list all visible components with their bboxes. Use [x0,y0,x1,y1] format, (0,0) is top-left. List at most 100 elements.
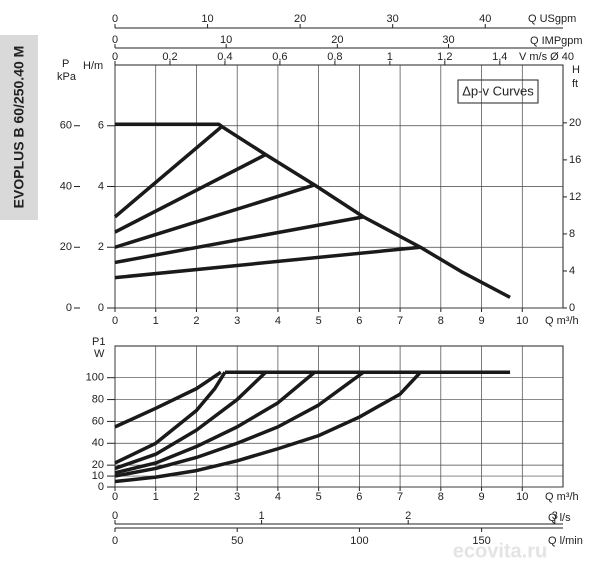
y-tick-label: 4 [569,265,575,277]
x-tick-label: 0 [112,13,118,25]
x-tick-label: 50 [231,535,243,547]
x-tick-label: 30 [442,34,454,46]
x-tick-label: 0 [112,315,118,327]
curve [114,370,316,475]
y-axis-title: H [572,64,580,76]
y-tick-label: 60 [60,120,72,132]
y-axis-title: P [62,58,69,70]
y-tick-label: 60 [92,415,104,427]
curve [113,125,223,219]
x-tick-label: 0,6 [272,51,287,63]
annotation-box [457,79,539,104]
curve [114,370,365,478]
x-tick-label: 3 [552,510,558,522]
y-axis-title: P1 [92,336,105,348]
annotation: Δp-v Curves [462,83,534,98]
curve [114,153,267,234]
x-tick-label: 8 [438,491,444,503]
x-tick-label: 7 [397,491,403,503]
y-tick-label: 20 [60,241,72,253]
x-tick-label: 0 [112,51,118,63]
x-tick-label: 9 [478,315,484,327]
x-tick-label: 1 [153,315,159,327]
curve [114,215,364,265]
x-tick-label: 1 [387,51,393,63]
x-tick-label: 5 [316,491,322,503]
x-axis-title: Q l/s [548,512,571,524]
x-tick-label: 9 [478,491,484,503]
x-tick-label: 100 [350,535,368,547]
x-tick-label: 1 [259,510,265,522]
curve [114,371,227,465]
side-title: EVOPLUS B 60/250.40 M [11,46,27,209]
x-tick-label: 1 [153,491,159,503]
x-tick-label: 20 [294,13,306,25]
watermark: ecovita.ru [453,540,547,562]
x-tick-label: 8 [438,315,444,327]
y-axis-title: H/m [83,60,103,72]
curve [114,370,267,471]
x-tick-label: 10 [516,491,528,503]
x-tick-label: 40 [479,13,491,25]
y-axis-unit: W [94,348,105,360]
curve [114,370,222,429]
y-tick-label: 0 [569,302,575,314]
y-tick-label: 0 [98,302,104,314]
x-tick-label: 150 [472,535,490,547]
y-tick-label: 4 [98,180,104,192]
y-tick-label: 100 [86,372,104,384]
x-tick-label: 5 [316,315,322,327]
x-axis-title: Q l/min [548,535,583,547]
y-tick-label: 12 [569,191,581,203]
x-tick-label: 0 [112,535,118,547]
y-tick-label: 20 [92,459,104,471]
y-axis-unit: ft [572,78,578,90]
x-tick-label: 1,4 [492,51,507,63]
x-tick-label: 2 [193,315,199,327]
x-tick-label: 0 [112,491,118,503]
y-tick-label: 40 [60,180,72,192]
x-tick-label: 20 [331,34,343,46]
x-axis-title: Q USgpm [528,13,576,25]
x-axis-title: V m/s Ø 40 [519,51,574,63]
y-tick-label: 20 [569,117,581,129]
x-tick-label: 0,4 [217,51,232,63]
y-tick-label: 10 [92,470,104,482]
x-tick-label: 3 [234,491,240,503]
x-tick-label: 10 [220,34,232,46]
x-tick-label: 7 [397,315,403,327]
x-tick-label: 10 [516,315,528,327]
x-tick-label: 4 [275,491,281,503]
y-tick-label: 6 [98,120,104,132]
x-tick-label: 3 [234,315,240,327]
x-tick-label: 2 [193,491,199,503]
x-tick-label: 4 [275,315,281,327]
x-tick-label: 10 [201,13,213,25]
x-axis-title: Q m³/h [545,491,579,503]
x-tick-label: 1,2 [437,51,452,63]
curve [114,245,421,280]
y-tick-label: 8 [569,228,575,240]
side-banner [0,35,38,220]
y-tick-label: 40 [92,437,104,449]
y-tick-label: 16 [569,154,581,166]
x-tick-label: 6 [356,491,362,503]
y-axis-unit: kPa [57,71,77,83]
x-tick-label: 0 [112,34,118,46]
x-tick-label: 0,8 [327,51,342,63]
x-tick-label: 0 [112,510,118,522]
x-tick-label: 30 [387,13,399,25]
curve [115,122,511,299]
x-tick-label: 2 [405,510,411,522]
x-tick-label: 0,2 [162,51,177,63]
x-axis-title: Q IMPgpm [530,35,583,47]
plot-frame [114,345,564,488]
y-tick-label: 2 [98,241,104,253]
x-tick-label: 6 [356,315,362,327]
curve [114,371,422,484]
y-tick-label: 80 [92,393,104,405]
y-tick-label: 0 [66,302,72,314]
y-tick-label: 0 [98,481,104,493]
